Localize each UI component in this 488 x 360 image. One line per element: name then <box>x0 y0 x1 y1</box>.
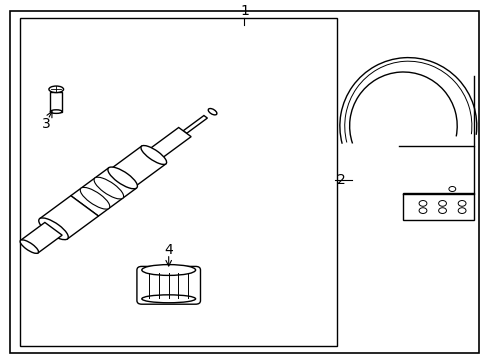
Ellipse shape <box>50 110 62 113</box>
Circle shape <box>457 208 465 213</box>
Ellipse shape <box>142 295 195 303</box>
Ellipse shape <box>110 168 135 187</box>
Circle shape <box>438 208 446 213</box>
Ellipse shape <box>94 177 123 199</box>
Ellipse shape <box>39 218 68 240</box>
Text: 3: 3 <box>42 117 51 131</box>
Text: 1: 1 <box>240 4 248 18</box>
Polygon shape <box>20 222 62 253</box>
Text: 2: 2 <box>337 173 346 187</box>
Polygon shape <box>144 127 191 162</box>
Circle shape <box>457 201 465 206</box>
FancyBboxPatch shape <box>403 193 473 220</box>
Polygon shape <box>50 92 62 112</box>
Text: 4: 4 <box>164 243 173 257</box>
Ellipse shape <box>141 145 166 165</box>
Circle shape <box>418 201 426 206</box>
Polygon shape <box>40 196 98 239</box>
Ellipse shape <box>142 265 195 275</box>
Ellipse shape <box>80 188 109 209</box>
Polygon shape <box>183 116 207 133</box>
FancyBboxPatch shape <box>137 266 200 304</box>
Polygon shape <box>71 168 136 216</box>
Ellipse shape <box>108 167 137 189</box>
Ellipse shape <box>208 108 217 115</box>
Circle shape <box>418 208 426 213</box>
Polygon shape <box>110 146 165 187</box>
Ellipse shape <box>49 86 63 93</box>
Circle shape <box>438 201 446 206</box>
Ellipse shape <box>20 240 39 253</box>
